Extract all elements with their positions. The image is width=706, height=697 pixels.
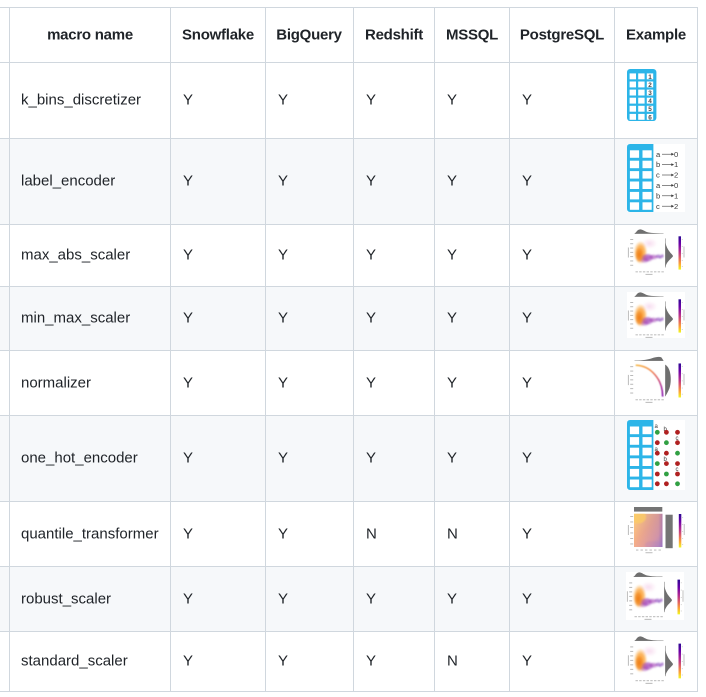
svg-text:1: 1	[674, 191, 678, 200]
svg-text:0: 0	[674, 150, 678, 159]
svg-text:2: 2	[674, 202, 678, 211]
svg-text:2: 2	[674, 171, 678, 180]
svg-text:4: 4	[648, 98, 652, 105]
svg-text:a: a	[655, 447, 659, 453]
svg-text:c: c	[656, 202, 660, 211]
svg-text:b: b	[664, 427, 668, 433]
svg-text:c: c	[676, 436, 679, 442]
svg-text:b: b	[656, 160, 660, 169]
svg-text:c: c	[676, 467, 679, 473]
svg-text:b: b	[656, 191, 660, 200]
svg-text:c: c	[656, 171, 660, 180]
svg-text:5: 5	[648, 106, 652, 113]
svg-text:a: a	[656, 181, 661, 190]
svg-text:6: 6	[648, 114, 652, 121]
svg-text:a: a	[656, 150, 661, 159]
svg-text:0: 0	[674, 181, 678, 190]
svg-text:1: 1	[674, 160, 678, 169]
svg-text:2: 2	[648, 82, 652, 89]
svg-text:1: 1	[648, 74, 652, 81]
svg-text:a: a	[655, 424, 659, 430]
svg-text:b: b	[664, 457, 668, 463]
svg-text:3: 3	[648, 90, 652, 97]
